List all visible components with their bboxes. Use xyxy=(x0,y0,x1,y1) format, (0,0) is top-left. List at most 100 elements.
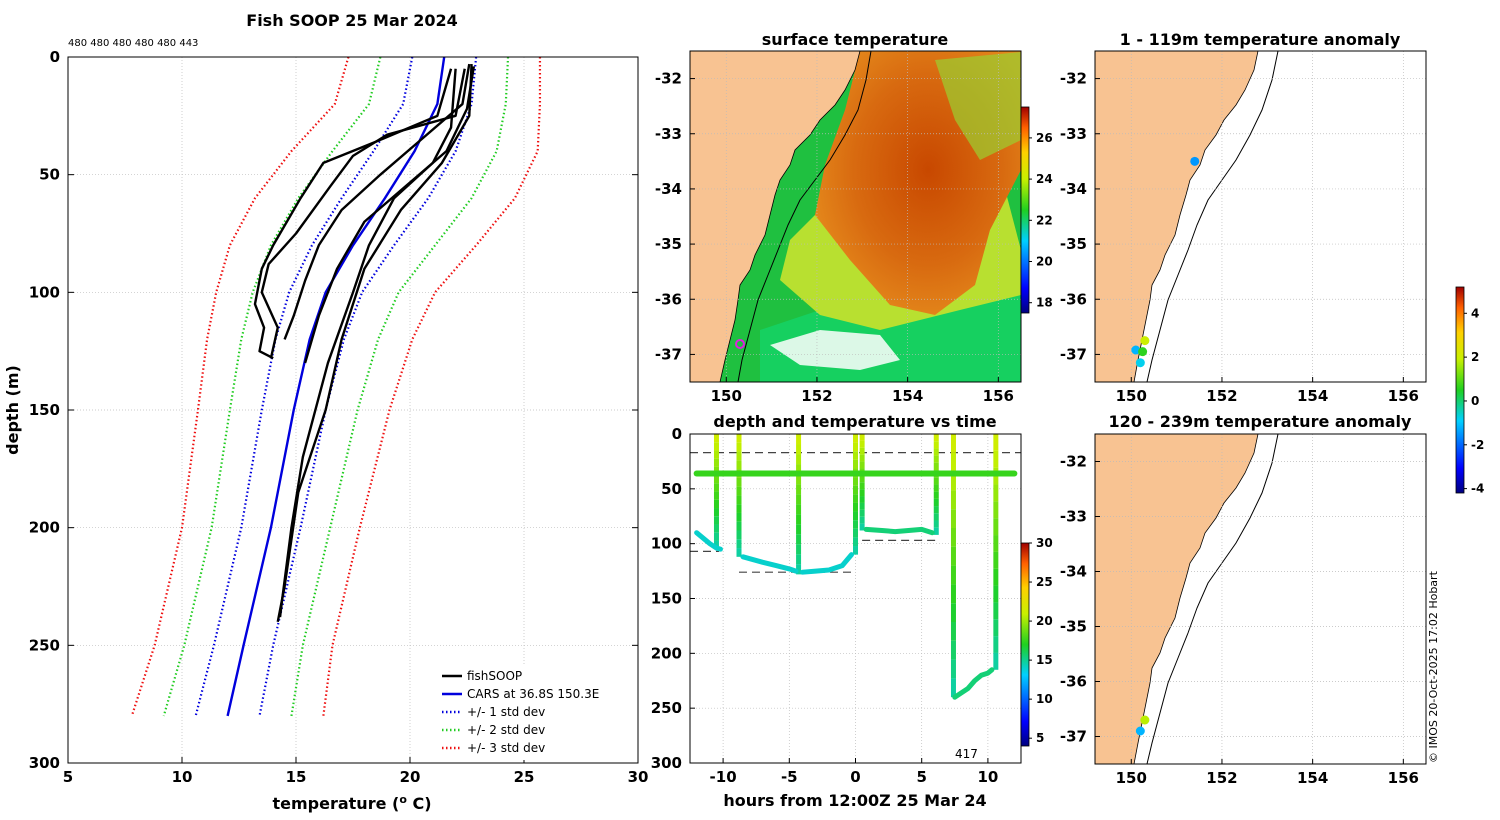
sst-xtick-label: 156 xyxy=(983,387,1014,405)
ts-ytick-label: 150 xyxy=(651,590,682,608)
sst-colorbar-ticks: 18 20 22 24 26 xyxy=(1029,131,1053,310)
sst-grid xyxy=(690,51,1021,382)
profile-ytick-label: 50 xyxy=(39,166,60,184)
ts-xtick-label: -10 xyxy=(710,768,737,786)
ts-cast-3 xyxy=(800,552,855,575)
ts-xlabel: hours from 12:00Z 25 Mar 24 xyxy=(723,791,986,810)
anom-colorbar-ticks: -4 -2 0 2 4 xyxy=(1464,306,1484,496)
sst-ytick-label: -34 xyxy=(655,180,682,198)
cars-1std-low xyxy=(194,56,414,717)
ts-title: depth and temperature vs time xyxy=(713,412,996,431)
ts-marks xyxy=(690,434,1021,700)
sst-colorbar xyxy=(1020,106,1030,314)
profile-ytick-label: 300 xyxy=(29,754,60,772)
legend-box xyxy=(437,664,635,760)
anom1-grid xyxy=(1095,51,1426,382)
cars-1std-high xyxy=(258,56,478,717)
fishsoop-profiles xyxy=(253,63,476,623)
sst-cbar-label: 26 xyxy=(1036,131,1053,145)
profile-legend: fishSOOP CARS at 36.8S 150.3E +/- 1 std de… xyxy=(437,664,635,760)
ts-ytick-label: 0 xyxy=(672,425,682,443)
anom-cbar-label: -4 xyxy=(1471,482,1484,496)
fishsoop-profile-5 xyxy=(278,68,457,618)
anom1-points xyxy=(1131,156,1200,368)
anom2-ytick-label: -37 xyxy=(1060,728,1087,746)
anom1-point-5 xyxy=(1135,358,1145,368)
fishsoop-profile-2 xyxy=(260,68,466,359)
sst-vessel-marker xyxy=(735,339,745,349)
sst-xtick-label: 150 xyxy=(711,387,742,405)
anom1-ytick-label: -37 xyxy=(1060,345,1087,363)
ts-ytick-label: 50 xyxy=(661,480,682,498)
anom1-axes-box xyxy=(1094,50,1427,383)
ts-cbar-label: 20 xyxy=(1036,614,1053,628)
anom1-xtick-label: 156 xyxy=(1388,387,1419,405)
sst-shelf-contour xyxy=(737,51,872,382)
ts-cast-5 xyxy=(952,667,995,700)
legend-label-3: +/- 1 std dev xyxy=(467,705,545,719)
cars-envelope xyxy=(130,56,542,717)
profile-top-counts: 480 480 480 480 480 443 xyxy=(68,38,198,49)
anom1-ytick-label: -32 xyxy=(1060,70,1087,88)
anom1-ytick-label: -33 xyxy=(1060,125,1087,143)
profile-xlabel: temperature (o C) xyxy=(272,793,431,814)
anom-cbar-label: 2 xyxy=(1471,350,1479,364)
fishsoop-profile-3 xyxy=(283,63,471,340)
cars-2std-high xyxy=(290,56,510,717)
profile-xtick-label: 30 xyxy=(628,768,649,786)
anom2-xtick-label: 156 xyxy=(1388,769,1419,787)
sst-ytick-label: -33 xyxy=(655,125,682,143)
anom2-xtick-label: 152 xyxy=(1206,769,1237,787)
ts-cast-4 xyxy=(863,526,935,536)
anom1-title: 1 - 119m temperature anomaly xyxy=(1120,30,1401,49)
profile-xtick-label: 25 xyxy=(514,768,535,786)
ts-cbar-label: 25 xyxy=(1036,575,1053,589)
anom2-ytick-label: -34 xyxy=(1060,563,1087,581)
anom2-xtick-label: 150 xyxy=(1116,769,1147,787)
anom1-ytick-label: -35 xyxy=(1060,235,1087,253)
anom1-ytick-label: -34 xyxy=(1060,180,1087,198)
anom2-shelf-contour xyxy=(1146,434,1279,764)
ts-ytick-label: 250 xyxy=(651,699,682,717)
anom2-ticks: 150 152 154 156 -32 -33 -34 -35 -36 -37 xyxy=(1060,453,1419,788)
sst-map xyxy=(690,51,1021,382)
sst-ytick-label: -37 xyxy=(655,345,682,363)
ts-ytick-label: 100 xyxy=(651,535,682,553)
sst-cbar-label: 20 xyxy=(1036,255,1053,269)
sst-cbar-label: 22 xyxy=(1036,213,1053,227)
profile-xtick-label: 20 xyxy=(400,768,421,786)
anom-colorbar xyxy=(1455,286,1465,494)
anom2-grid xyxy=(1095,434,1426,764)
fishsoop-profile-4 xyxy=(303,66,476,364)
profile-title: Fish SOOP 25 Mar 2024 xyxy=(246,11,457,30)
sst-cbar-label: 24 xyxy=(1036,172,1053,186)
legend-label-5: +/- 3 std dev xyxy=(467,741,545,755)
profile-xtick-label: 10 xyxy=(172,768,193,786)
sst-cool-tongue xyxy=(935,52,1021,160)
credit-text: © IMOS 20-Oct-2025 17:02 Hobart xyxy=(1427,570,1440,763)
ts-ytick-label: 300 xyxy=(651,754,682,772)
anom2-title: 120 - 239m temperature anomaly xyxy=(1109,412,1412,431)
profile-grid xyxy=(67,56,639,764)
sst-cbar-label: 18 xyxy=(1036,296,1053,310)
profile-ytick-label: 200 xyxy=(29,519,60,537)
sst-title: surface temperature xyxy=(762,30,949,49)
anom2-points xyxy=(1135,715,1150,736)
profile-ylabel: depth (m) xyxy=(3,365,22,455)
profile-ytick-label: 0 xyxy=(50,48,60,66)
profile-xtick-label: 15 xyxy=(286,768,307,786)
anom2-land xyxy=(1095,434,1259,764)
anom2-ytick-label: -35 xyxy=(1060,618,1087,636)
anom-cbar-label: -2 xyxy=(1471,438,1484,452)
ts-count-label: 417 xyxy=(955,747,978,761)
ts-cbar-label: 15 xyxy=(1036,653,1053,667)
anom2-point-2 xyxy=(1135,726,1145,736)
profile-ytick-label: 100 xyxy=(29,283,60,301)
sst-xtick-label: 152 xyxy=(801,387,832,405)
ts-xtick-label: -5 xyxy=(781,768,798,786)
